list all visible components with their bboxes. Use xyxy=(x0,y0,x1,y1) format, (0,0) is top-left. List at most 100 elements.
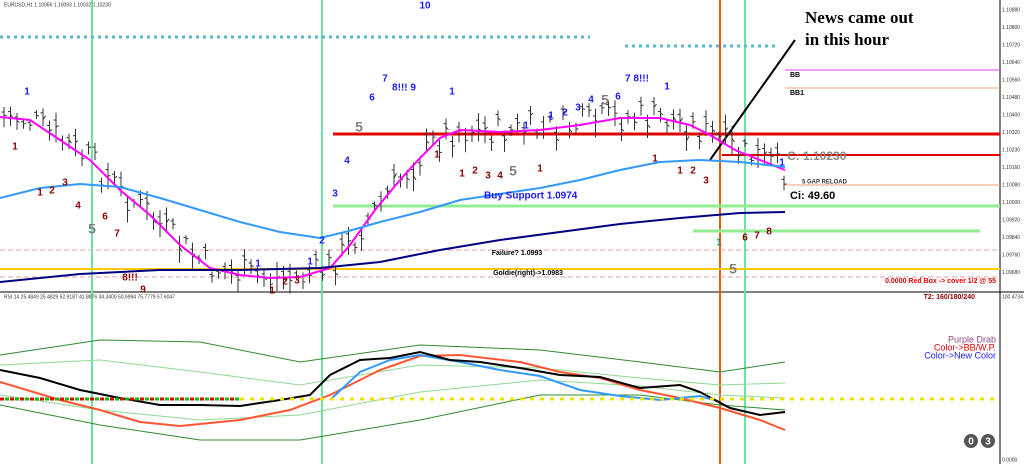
bar-glyph xyxy=(660,112,664,116)
count-label: 1 xyxy=(548,111,554,122)
bar-glyph xyxy=(432,136,436,139)
band xyxy=(0,379,786,421)
bar-glyph xyxy=(250,264,254,268)
count-label: 7 xyxy=(754,231,760,242)
bar-glyph xyxy=(406,177,410,181)
count-label: 6 xyxy=(102,212,108,223)
bar-glyph xyxy=(699,139,703,143)
bar-glyph xyxy=(348,239,352,243)
bar-glyph xyxy=(686,136,690,142)
ma-mid xyxy=(0,158,786,240)
bar-glyph xyxy=(679,117,683,123)
bb-label: BB xyxy=(790,72,800,79)
bar-glyph xyxy=(3,114,7,117)
news-arrow xyxy=(709,39,796,161)
badge-label[interactable]: 3 xyxy=(985,437,991,448)
count-label: 1 xyxy=(779,158,785,169)
bar-glyph xyxy=(712,129,716,132)
count-label: 2 xyxy=(49,186,55,197)
count-label: 9 xyxy=(140,285,146,296)
count-label: 1 xyxy=(449,87,455,98)
count-label: 1 xyxy=(434,150,440,161)
bar-glyph xyxy=(393,172,397,179)
count-label: 2 xyxy=(562,108,568,119)
bar-glyph xyxy=(322,273,326,276)
price-axis-label: 1.09680 xyxy=(1002,270,1020,276)
count-label: 1 xyxy=(269,286,275,297)
count-label: 6 xyxy=(369,93,375,104)
band xyxy=(0,359,786,386)
bar-glyph xyxy=(335,272,339,276)
count-label: 1 xyxy=(37,188,43,199)
bar-glyph xyxy=(166,218,170,224)
bar-glyph xyxy=(536,132,540,134)
bar-glyph xyxy=(120,185,124,188)
count-label: 1 xyxy=(255,259,261,270)
bar-glyph xyxy=(692,120,696,123)
bar-glyph xyxy=(270,283,274,286)
bar-glyph xyxy=(517,121,521,125)
bar-glyph xyxy=(634,120,638,124)
count-label: 7 8!!! xyxy=(625,74,649,85)
bar-glyph xyxy=(315,258,319,262)
bar-glyph xyxy=(601,107,605,109)
price-axis-label: 1.10560 xyxy=(1002,77,1020,83)
badge[interactable] xyxy=(981,434,995,448)
price-axis-label: 1.10160 xyxy=(1002,165,1020,171)
count-label: 4 xyxy=(497,171,503,182)
bar-glyph xyxy=(725,127,729,131)
count-label: 8 xyxy=(766,227,772,238)
count-label: 3 xyxy=(294,276,300,287)
count-label: 5 xyxy=(355,119,363,135)
bar-glyph xyxy=(328,256,332,259)
count-label: 8!!! 9 xyxy=(392,83,416,94)
close-label: C: 1.10230 xyxy=(787,149,847,163)
bar-glyph xyxy=(237,279,241,281)
count-label: 1 xyxy=(459,169,465,180)
bar-glyph xyxy=(75,140,79,143)
bb1-label: BB1 xyxy=(790,90,804,97)
price-axis-label: 1.10880 xyxy=(1002,7,1020,13)
count-label: 1 xyxy=(652,154,658,165)
price-axis-label: 1.10640 xyxy=(1002,60,1020,66)
bar-glyph xyxy=(68,139,72,144)
bar-glyph xyxy=(738,153,742,158)
count-label: 4 xyxy=(75,201,81,212)
count-label: 5 xyxy=(729,261,737,277)
news-annotation: in this hour xyxy=(805,30,890,49)
count-label: 10 xyxy=(419,1,431,12)
price-axis-label: 1.09840 xyxy=(1002,235,1020,241)
count-label: 7 xyxy=(382,74,388,85)
red-box-label: 0.0000 Red Box -> cover 1/2 @ 55 xyxy=(885,278,996,285)
price-axis-label: 1.10000 xyxy=(1002,200,1020,206)
price-axis-label: 1.10800 xyxy=(1002,25,1020,31)
badge[interactable] xyxy=(964,434,978,448)
bar-glyph xyxy=(640,104,644,107)
bar-glyph xyxy=(562,110,566,114)
count-label: 1 xyxy=(677,166,683,177)
bar-glyph xyxy=(309,274,313,277)
price-axis-label: 1.09920 xyxy=(1002,217,1020,223)
badge-label[interactable]: 0 xyxy=(968,437,974,448)
bar-glyph xyxy=(387,190,391,193)
bar-glyph xyxy=(647,124,651,129)
count-label: 6 xyxy=(615,92,621,103)
rsi-black xyxy=(0,350,786,417)
bar-glyph xyxy=(764,151,768,155)
count-label: 4 xyxy=(344,156,350,167)
count-label: 1 xyxy=(664,82,670,93)
count-label: 3 xyxy=(703,176,709,187)
bar-glyph xyxy=(16,120,20,123)
price-axis-label: 1.10320 xyxy=(1002,130,1020,136)
rsi-header: RSI 14 25.4849 25.4829 52.9187 41.8876 3… xyxy=(4,294,175,300)
count-label: 7 xyxy=(114,229,120,240)
bar-glyph xyxy=(484,126,488,130)
bar-glyph xyxy=(42,115,46,120)
bar-glyph xyxy=(413,175,417,181)
count-label: 2 xyxy=(690,166,696,177)
bar-glyph xyxy=(530,112,534,116)
gap-label: 5 GAP RELOAD xyxy=(802,180,848,186)
price-axis-label: 1.10720 xyxy=(1002,42,1020,48)
bar-glyph xyxy=(127,209,131,212)
count-label: 8!!! xyxy=(122,273,138,284)
